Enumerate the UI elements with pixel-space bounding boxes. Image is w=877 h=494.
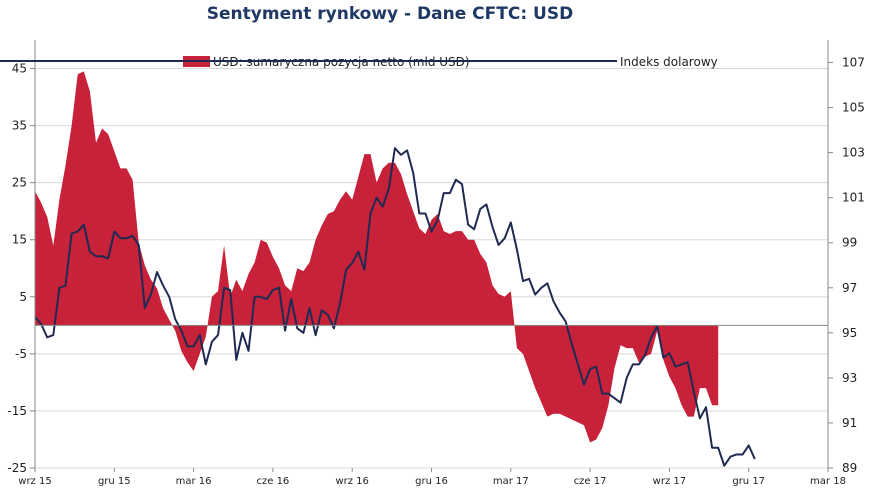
left-tick-label-3: 15 <box>12 233 27 247</box>
x-tick-label-1: gru 15 <box>98 476 131 487</box>
left-axis-ticks: 45 35 25 15 5 -5 -15 -25 <box>7 62 35 475</box>
left-tick-label-0: 45 <box>12 62 27 76</box>
x-tick-label-2: mar 16 <box>176 476 212 487</box>
left-tick-label-2: 25 <box>12 176 27 190</box>
x-tick-label-3: cze 16 <box>256 476 289 487</box>
dollar-index-line-layer <box>34 147 756 467</box>
left-tick-label-7: -25 <box>7 461 27 475</box>
x-tick-label-10: mar 18 <box>810 476 846 487</box>
axes <box>34 40 829 468</box>
right-tick-label-0: 107 <box>842 56 865 70</box>
right-axis-ticks: 107 105 103 101 99 97 95 93 91 89 <box>828 56 865 475</box>
x-tick-label-9: gru 17 <box>732 476 765 487</box>
left-tick-label-6: -15 <box>7 404 27 418</box>
right-tick-label-1: 105 <box>842 101 865 115</box>
dollar-index-line <box>34 147 756 467</box>
left-tick-label-5: -5 <box>15 347 27 361</box>
legend-line-label: Indeks dolarowy <box>620 55 718 69</box>
x-tick-label-4: wrz 16 <box>335 476 368 487</box>
x-tick-label-0: wrz 15 <box>18 476 51 487</box>
chart-title: Sentyment rynkowy - Dane CFTC: USD <box>206 4 574 24</box>
right-tick-label-8: 91 <box>842 416 857 430</box>
legend: USD: sumaryczna pozycja netto (mld USD) … <box>0 55 718 69</box>
right-tick-label-2: 103 <box>842 146 865 160</box>
x-tick-label-7: cze 17 <box>574 476 607 487</box>
right-tick-label-5: 97 <box>842 281 857 295</box>
x-tick-label-6: mar 17 <box>493 476 529 487</box>
x-axis-ticks: wrz 15 gru 15 mar 16 cze 16 wrz 16 gru 16 mar … <box>18 468 846 487</box>
left-tick-label-4: 5 <box>19 290 27 304</box>
right-tick-label-3: 101 <box>842 191 865 205</box>
x-tick-label-8: wrz 17 <box>653 476 686 487</box>
net-position-area <box>35 71 719 443</box>
net-position-area-layer <box>35 71 719 443</box>
x-tick-label-5: gru 16 <box>415 476 448 487</box>
right-tick-label-7: 93 <box>842 371 857 385</box>
right-tick-label-9: 89 <box>842 461 857 475</box>
left-tick-label-1: 35 <box>12 119 27 133</box>
right-tick-label-6: 95 <box>842 326 857 340</box>
right-tick-label-4: 99 <box>842 236 857 250</box>
